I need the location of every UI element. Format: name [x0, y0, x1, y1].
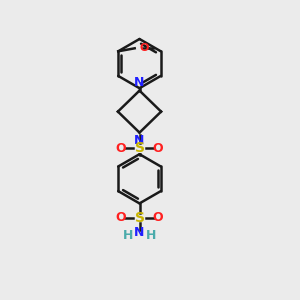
Text: O: O [116, 211, 126, 224]
Text: N: N [134, 76, 145, 89]
Text: N: N [134, 226, 145, 239]
Text: S: S [134, 211, 145, 225]
Text: O: O [153, 142, 164, 155]
Text: H: H [123, 229, 133, 242]
Text: O: O [153, 211, 164, 224]
Text: S: S [134, 141, 145, 155]
Text: H: H [146, 229, 156, 242]
Text: N: N [134, 134, 145, 147]
Text: O: O [116, 142, 126, 155]
Text: O: O [139, 43, 148, 53]
